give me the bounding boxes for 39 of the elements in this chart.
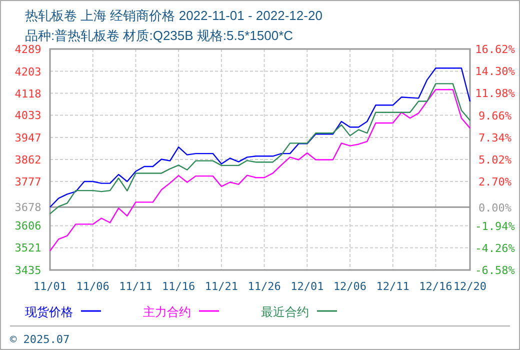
y2-tick-label: 16.62% — [475, 43, 516, 56]
y2-tick-label: 0.00% — [478, 201, 512, 214]
y2-tick-label: 14.30% — [475, 65, 516, 78]
y-tick-label: 4203 — [14, 65, 42, 78]
y-tick-label: 3521 — [14, 242, 42, 255]
y-tick-label: 3435 — [14, 264, 42, 277]
y2-tick-label: 5.02% — [478, 154, 512, 166]
chart-subtitle: 品种:普热轧板卷 材质:Q235B 规格:5.5*1500*C — [25, 28, 294, 43]
legend-label: 最近合约 — [261, 305, 309, 319]
chart-title: 热轧板卷 上海 经销商价格 2022-11-01 - 2022-12-20 — [25, 8, 322, 23]
text: © 2025.07 — [10, 333, 70, 346]
y-tick-label: 3862 — [14, 154, 42, 166]
x-tick-label: 11/01 — [33, 280, 67, 293]
y-tick-label: 3777 — [14, 175, 42, 188]
x-tick-label: 11/11 — [119, 280, 152, 293]
x-tick-label: 12/16 — [419, 280, 452, 293]
y2-tick-label: 9.66% — [478, 109, 512, 122]
y-tick-label: 4118 — [14, 87, 42, 100]
y2-tick-label: -1.94% — [475, 220, 516, 233]
x-tick-label: 11/26 — [248, 280, 281, 293]
y2-tick-label: 7.34% — [478, 131, 512, 144]
x-tick-label: 12/20 — [453, 280, 487, 293]
y2-tick-label: 11.98% — [475, 87, 516, 100]
y-tick-label: 4033 — [14, 109, 42, 122]
y-tick-label: 3678 — [14, 201, 42, 214]
legend-label: 主力合约 — [143, 305, 191, 319]
x-tick-label: 12/01 — [290, 280, 324, 293]
y-tick-label: 3947 — [14, 132, 42, 145]
x-tick-label: 12/11 — [376, 280, 410, 293]
y2-tick-label: 2.70% — [478, 176, 512, 189]
x-tick-label: 12/06 — [333, 280, 367, 293]
x-tick-label: 11/16 — [162, 280, 196, 293]
x-tick-label: 11/06 — [76, 280, 110, 293]
y-tick-label: 4289 — [14, 43, 42, 56]
y-tick-label: 3606 — [14, 220, 42, 233]
y2-tick-label: -6.58% — [475, 264, 516, 277]
y2-tick-label: -4.26% — [475, 242, 516, 255]
x-tick-label: 11/21 — [204, 280, 238, 293]
legend-label: 现货价格 — [25, 305, 73, 319]
